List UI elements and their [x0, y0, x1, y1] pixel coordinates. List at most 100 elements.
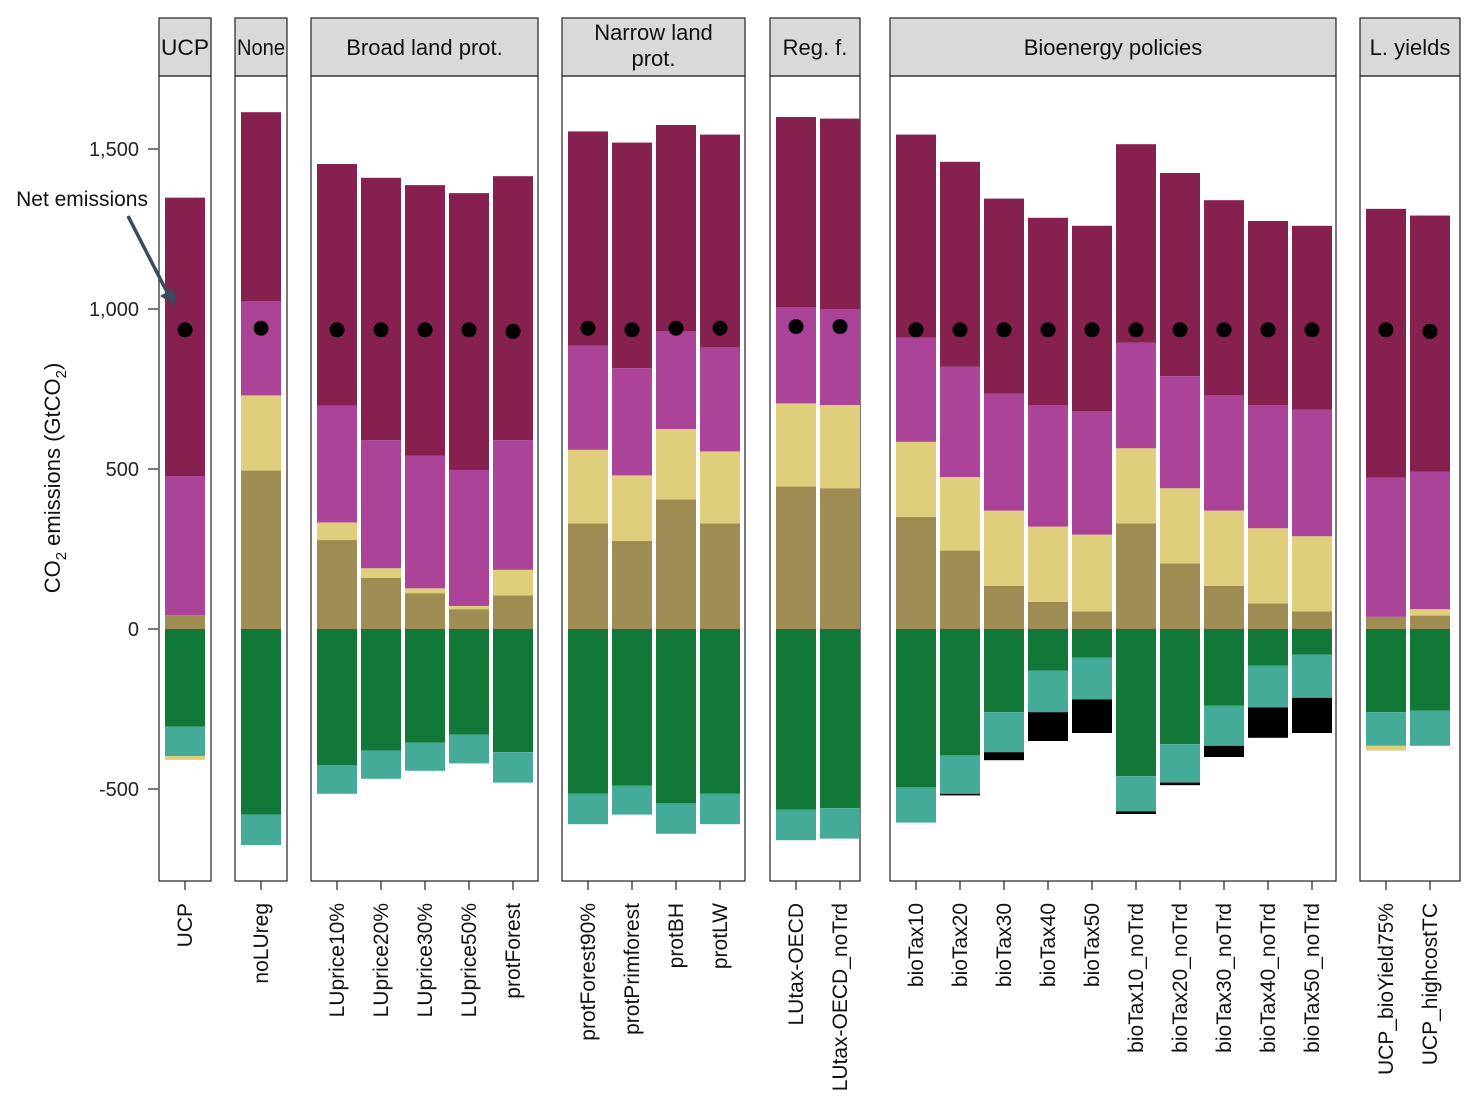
bar-segment-positive [568, 449, 608, 524]
bar-segment-negative [1072, 657, 1112, 700]
y-axis-title: CO2 emissions (GtCO2) [40, 363, 70, 594]
bar-segment-positive [820, 405, 860, 489]
panel: Broad land prot. LUprice10% LUprice20% LUpr… [310, 17, 539, 1017]
bar-segment-negative [1410, 710, 1450, 746]
bar-segment-positive [896, 441, 936, 517]
bar-segment-negative [1248, 629, 1288, 666]
bar-segment-negative [1366, 629, 1406, 713]
bar-segment-negative [1292, 697, 1332, 733]
bar-segment-positive [449, 605, 489, 610]
x-tick-label: UCP_bioYield75% [1375, 903, 1398, 1075]
bar-segment-positive [984, 585, 1024, 629]
bar-segment-negative [820, 808, 860, 839]
x-tick-label: noLUreg [250, 903, 273, 984]
bar-segment-positive [940, 477, 980, 551]
bar-segment-negative [700, 793, 740, 825]
bar-segment-positive [820, 118, 860, 309]
bar-segment-positive [1116, 448, 1156, 524]
panel: Reg. f. LUtax-OECD LUtax-OECD_noTrd [769, 17, 861, 1091]
bar-segment-positive [1204, 395, 1244, 511]
bar-segment-negative [820, 629, 860, 809]
bar-segment-positive [493, 176, 533, 441]
bar-segment-positive [361, 577, 401, 629]
bar-segment-positive [984, 510, 1024, 586]
bar-segment-positive [449, 469, 489, 606]
bar-segment-negative [1116, 629, 1156, 777]
net-emissions-dot [1128, 322, 1144, 338]
net-emissions-dot [832, 319, 848, 335]
panel-strip-label: Broad land prot. [346, 35, 503, 60]
panel-frame [561, 75, 746, 882]
panel-strip-label: Reg. f. [783, 35, 848, 60]
bar-segment-negative [1116, 811, 1156, 814]
bar-segment-positive [165, 615, 205, 629]
panel-frame [1359, 75, 1461, 882]
bar-segment-positive [317, 522, 357, 541]
x-tick-label: bioTax10 [905, 903, 928, 987]
bar-segment-positive [493, 440, 533, 570]
x-tick-label: LUtax-OECD_noTrd [829, 903, 852, 1091]
net-emissions-dot [1378, 322, 1394, 338]
bar-segment-positive [493, 569, 533, 596]
x-tick-label: LUprice20% [370, 903, 393, 1017]
bar-segment-negative [1366, 745, 1406, 751]
bar-segment-negative [1116, 776, 1156, 812]
net-emissions-dot [329, 322, 345, 338]
bar-segment-negative [1292, 654, 1332, 698]
x-tick-label: protForest [502, 903, 525, 999]
bar-segment-negative [165, 726, 205, 757]
bar-segment-negative [940, 793, 980, 796]
bar-segment-positive [1028, 217, 1068, 405]
net-emissions-dot [1304, 322, 1320, 338]
bar-segment-positive [612, 368, 652, 476]
bar-segment-positive [493, 595, 533, 629]
net-emissions-dot [461, 322, 477, 338]
bar-segment-negative [940, 629, 980, 756]
bar-segment-positive [317, 540, 357, 629]
x-tick-label: protForest90% [577, 903, 600, 1041]
bar-segment-negative [896, 787, 936, 823]
x-tick-label: bioTax30 [993, 903, 1016, 987]
bar-segment-positive [1160, 173, 1200, 377]
bar-segment-positive [1072, 534, 1112, 612]
bar-segment-negative [1204, 705, 1244, 746]
x-tick-label: LUtax-OECD [785, 903, 808, 1026]
bar-segment-positive [940, 550, 980, 629]
bar-segment-positive [1204, 510, 1244, 586]
bar-segment-positive [1028, 601, 1068, 629]
annotation-text: Net emissions [16, 188, 148, 211]
bar-segment-positive [361, 177, 401, 441]
bar-segment-positive [1292, 225, 1332, 410]
bar-segment-positive [612, 541, 652, 629]
annotation-arrow-line [126, 215, 170, 295]
bar-segment-positive [1292, 536, 1332, 612]
bar-segment-negative [317, 629, 357, 765]
net-emissions-dot [908, 322, 924, 338]
bar-segment-negative [1160, 629, 1200, 745]
net-emissions-dot [253, 320, 269, 336]
bar-segment-negative [449, 629, 489, 735]
panel-strip-label: L. yields [1370, 35, 1451, 60]
bar-segment-positive [405, 593, 445, 629]
panel-strip-label: None [237, 35, 285, 60]
bar-segment-positive [896, 337, 936, 442]
bar-segment-negative [984, 752, 1024, 761]
net-emissions-dot [1260, 322, 1276, 338]
bar-segment-negative [1028, 712, 1068, 741]
bar-segment-negative [568, 629, 608, 794]
bar-segment-negative [700, 629, 740, 794]
x-tick-label: LUprice30% [414, 903, 437, 1017]
bar-segment-positive [165, 476, 205, 616]
bar-segment-positive [1204, 585, 1244, 629]
bar-segment-negative [1204, 745, 1244, 757]
bar-segment-positive [1292, 611, 1332, 629]
bar-segment-negative [1248, 665, 1288, 708]
net-emissions-dot [505, 323, 521, 339]
bar-segment-positive [656, 331, 696, 429]
panel-strip [234, 17, 288, 77]
panel: UCP UCP [158, 17, 212, 947]
annotation-arrowhead [160, 288, 176, 306]
bar-segment-positive [449, 609, 489, 629]
y-axis: -500 0 500 1,000 1,500 [89, 139, 158, 801]
